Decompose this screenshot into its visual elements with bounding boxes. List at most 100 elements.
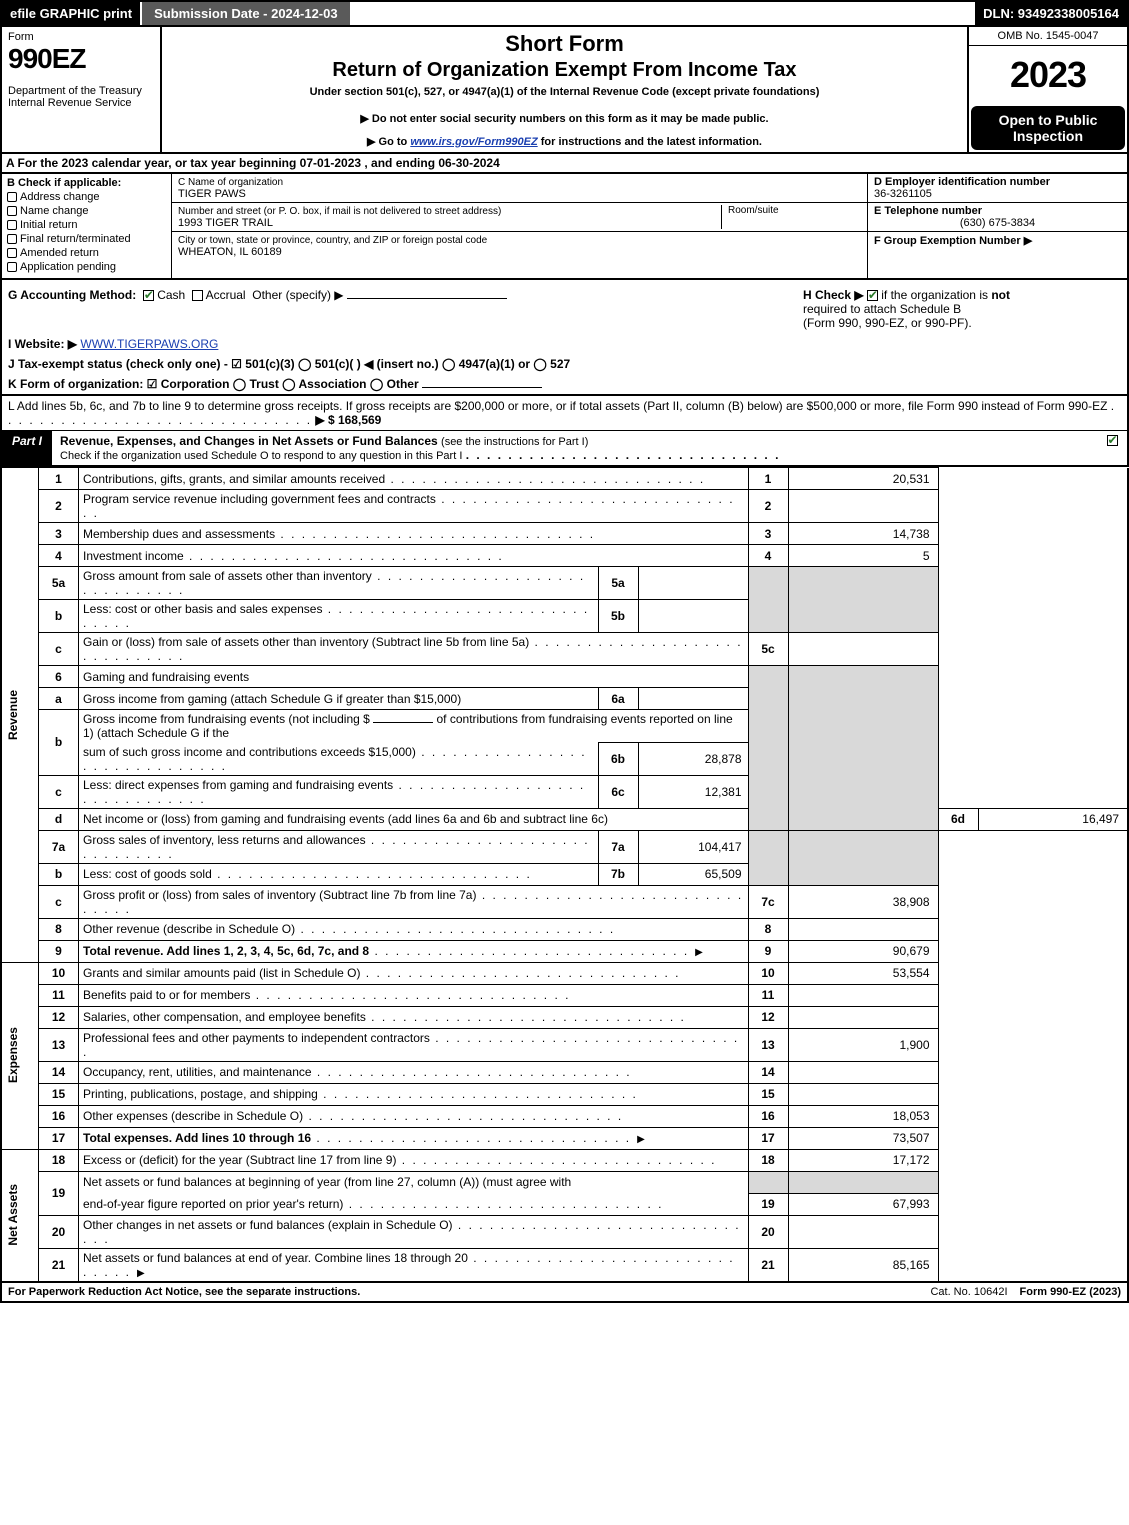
line-11: 11Benefits paid to or for members11 — [1, 984, 1128, 1006]
h-text4: (Form 990, 990-EZ, or 990-PF). — [803, 316, 972, 330]
section-h: H Check ▶ if the organization is not req… — [797, 280, 1127, 334]
line-amt: 20,531 — [788, 468, 938, 490]
line-6c: c Less: direct expenses from gaming and … — [1, 775, 1128, 808]
line-21: 21Net assets or fund balances at end of … — [1, 1248, 1128, 1282]
line-17: 17Total expenses. Add lines 10 through 1… — [1, 1127, 1128, 1149]
part-i-title-block: Revenue, Expenses, and Changes in Net As… — [52, 431, 1097, 465]
k-text: K Form of organization: ☑ Corporation ◯ … — [8, 377, 419, 391]
form-number: 990EZ — [8, 43, 154, 75]
row-gh: G Accounting Method: Cash Accrual Other … — [0, 280, 1129, 334]
line-10: Expenses 10 Grants and similar amounts p… — [1, 962, 1128, 984]
g-label: G Accounting Method: — [8, 288, 136, 302]
line-3: 3 Membership dues and assessments 3 14,7… — [1, 523, 1128, 545]
b-name-change[interactable]: Name change — [7, 205, 166, 217]
return-title: Return of Organization Exempt From Incom… — [170, 59, 959, 82]
part-i-checkbox[interactable] — [1097, 431, 1127, 465]
section-d: D Employer identification number 36-3261… — [868, 174, 1127, 203]
org-name: TIGER PAWS — [178, 188, 246, 200]
header-right: OMB No. 1545-0047 2023 Open to Public In… — [967, 27, 1127, 152]
c-room-block: Room/suite — [721, 205, 861, 229]
g-other-line — [347, 298, 507, 299]
part-i-label: Part I — [2, 431, 52, 465]
checkbox-icon — [7, 234, 17, 244]
checkbox-accrual[interactable] — [192, 290, 203, 301]
omb-number: OMB No. 1545-0047 — [969, 27, 1127, 46]
section-g: G Accounting Method: Cash Accrual Other … — [2, 280, 797, 334]
header-center: Short Form Return of Organization Exempt… — [162, 27, 967, 152]
revenue-sidelabel: Revenue — [1, 468, 39, 963]
footer-left: For Paperwork Reduction Act Notice, see … — [2, 1283, 924, 1301]
h-text3: required to attach Schedule B — [803, 302, 961, 316]
form-word: Form — [8, 31, 154, 43]
section-def: D Employer identification number 36-3261… — [867, 174, 1127, 278]
h-text1: H Check ▶ — [803, 288, 867, 302]
checkbox-icon — [7, 220, 17, 230]
h-not: not — [991, 288, 1010, 302]
section-l: L Add lines 5b, 6c, and 7b to line 9 to … — [0, 396, 1129, 431]
line-6: 6 Gaming and fundraising events — [1, 666, 1128, 688]
line-6b-1: b Gross income from fundraising events (… — [1, 710, 1128, 743]
b-application-pending[interactable]: Application pending — [7, 261, 166, 273]
line-2: 2 Program service revenue including gove… — [1, 490, 1128, 523]
header-left: Form 990EZ Department of the Treasury In… — [2, 27, 162, 152]
b-initial-return[interactable]: Initial return — [7, 219, 166, 231]
section-c: C Name of organization TIGER PAWS Number… — [172, 174, 867, 278]
b-final-return[interactable]: Final return/terminated — [7, 233, 166, 245]
footer-center: Cat. No. 10642I — [924, 1283, 1013, 1301]
e-label: E Telephone number — [874, 205, 982, 217]
section-b-label: B Check if applicable: — [7, 177, 166, 189]
goto-prefix: ▶ Go to — [367, 136, 410, 148]
l-text: L Add lines 5b, 6c, and 7b to line 9 to … — [8, 399, 1107, 413]
b-address-change[interactable]: Address change — [7, 191, 166, 203]
c-name-label: C Name of organization — [178, 177, 283, 188]
submission-date: Submission Date - 2024-12-03 — [140, 2, 350, 25]
block-bcdef: B Check if applicable: Address change Na… — [0, 174, 1129, 280]
expenses-sidelabel: Expenses — [1, 962, 39, 1149]
line-18: Net Assets 18Excess or (deficit) for the… — [1, 1149, 1128, 1171]
footer: For Paperwork Reduction Act Notice, see … — [0, 1283, 1129, 1303]
checkbox-icon — [7, 248, 17, 258]
checkbox-icon — [7, 206, 17, 216]
under-section: Under section 501(c), 527, or 4947(a)(1)… — [170, 86, 959, 98]
website-link[interactable]: WWW.TIGERPAWS.ORG — [80, 337, 218, 351]
j-text: J Tax-exempt status (check only one) - ☑… — [8, 357, 570, 371]
b-amended-return[interactable]: Amended return — [7, 247, 166, 259]
topbar-spacer — [350, 2, 976, 25]
g-accrual: Accrual — [206, 288, 246, 302]
k-other-line — [422, 387, 542, 388]
line-desc: Contributions, gifts, grants, and simila… — [79, 468, 749, 490]
expenses-label: Expenses — [6, 1027, 20, 1083]
d-label: D Employer identification number — [874, 176, 1050, 188]
line-4: 4 Investment income 4 5 — [1, 545, 1128, 567]
line-14: 14Occupancy, rent, utilities, and mainte… — [1, 1061, 1128, 1083]
checkbox-icon — [1107, 435, 1118, 446]
revenue-label: Revenue — [6, 690, 20, 740]
dots-icon — [466, 448, 781, 462]
g-cash: Cash — [157, 288, 185, 302]
line-1: Revenue 1 Contributions, gifts, grants, … — [1, 468, 1128, 490]
c-street-block: Number and street (or P. O. box, if mail… — [172, 203, 867, 232]
goto-suffix: for instructions and the latest informat… — [538, 136, 762, 148]
line-6b-2: sum of such gross income and contributio… — [1, 743, 1128, 776]
line-15: 15Printing, publications, postage, and s… — [1, 1083, 1128, 1105]
line-7b: b Less: cost of goods sold 7b 65,509 — [1, 863, 1128, 885]
checkbox-h[interactable] — [867, 290, 878, 301]
b-item-2: Initial return — [20, 219, 77, 231]
line-13: 13Professional fees and other payments t… — [1, 1028, 1128, 1061]
c-city-block: City or town, state or province, country… — [172, 232, 867, 278]
checkbox-cash[interactable] — [143, 290, 154, 301]
line-16: 16Other expenses (describe in Schedule O… — [1, 1105, 1128, 1127]
efile-print-label[interactable]: efile GRAPHIC print — [2, 2, 140, 25]
line-12: 12Salaries, other compensation, and empl… — [1, 1006, 1128, 1028]
c-room-label: Room/suite — [728, 205, 779, 216]
irs-link[interactable]: www.irs.gov/Form990EZ — [410, 136, 537, 148]
section-k: K Form of organization: ☑ Corporation ◯ … — [0, 374, 1129, 396]
section-b-label-text: B Check if applicable: — [7, 177, 121, 189]
tax-year: 2023 — [969, 46, 1127, 104]
line-19b: end-of-year figure reported on prior yea… — [1, 1193, 1128, 1215]
b-item-0: Address change — [20, 191, 100, 203]
line-9: 9 Total revenue. Add lines 1, 2, 3, 4, 5… — [1, 940, 1128, 962]
b-item-3: Final return/terminated — [20, 233, 131, 245]
line-7c: c Gross profit or (loss) from sales of i… — [1, 885, 1128, 918]
f-label: F Group Exemption Number ▶ — [874, 235, 1032, 247]
